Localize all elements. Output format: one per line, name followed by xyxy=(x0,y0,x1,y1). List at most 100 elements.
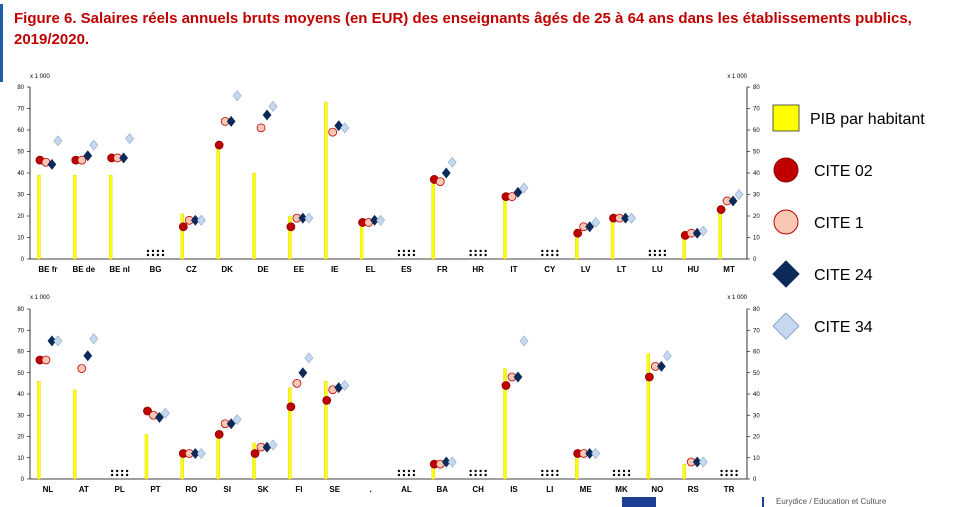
gdp-bar xyxy=(359,222,364,260)
cite02-point xyxy=(644,372,654,382)
category-label: BE fr xyxy=(38,265,57,274)
not-available-marker xyxy=(402,253,406,257)
not-available-marker xyxy=(151,249,155,253)
category-label: LI xyxy=(546,485,553,494)
cite02-point xyxy=(286,222,296,232)
cite1-point xyxy=(507,192,517,202)
chart-legend: PIB par habitant CITE 02 CITE 1 CITE 24 CITE… xyxy=(772,104,925,340)
not-available-marker xyxy=(146,253,150,257)
y-tick-label: 0 xyxy=(753,477,757,483)
gdp-bar xyxy=(718,207,722,260)
chart-panel-2: x 1 000 x 1 000 0 0 10 10 20 20 30 30 40 40 50 50 60 60… xyxy=(17,295,760,494)
category-label: MT xyxy=(723,265,735,274)
not-available-marker xyxy=(412,253,416,257)
not-available-marker xyxy=(663,249,667,253)
gdp-bar xyxy=(324,101,328,260)
not-available-marker xyxy=(484,473,487,477)
not-available-marker xyxy=(397,469,401,473)
gdp-bar xyxy=(575,228,579,260)
y-tick-label: 40 xyxy=(753,392,760,398)
cite34-point xyxy=(698,456,708,468)
cite02-point xyxy=(214,429,224,439)
category-label: CZ xyxy=(186,265,197,274)
not-available-marker xyxy=(546,473,549,477)
not-available-marker xyxy=(627,469,631,473)
cite24-point xyxy=(692,456,702,468)
not-available-marker xyxy=(110,473,114,477)
cite34-point xyxy=(698,225,708,237)
eu-flag-logo xyxy=(622,497,656,507)
gdp-bar xyxy=(73,174,77,260)
not-available-marker xyxy=(541,249,544,253)
gdp-bar xyxy=(180,213,184,260)
not-available-marker xyxy=(474,253,477,257)
not-available-marker xyxy=(556,253,559,257)
legend-cite-02-swatch xyxy=(773,157,799,183)
gdp-bar xyxy=(288,215,292,260)
y-tick-label: 70 xyxy=(17,107,24,113)
not-available-marker xyxy=(161,253,165,257)
legend-cite-24-label: CITE 24 xyxy=(814,267,873,284)
not-available-marker xyxy=(156,253,160,257)
cite34-point xyxy=(268,439,278,451)
not-available-marker xyxy=(484,469,487,473)
cite34-point xyxy=(734,189,744,200)
not-available-marker xyxy=(484,253,487,257)
cite24-point xyxy=(585,221,595,233)
not-available-marker xyxy=(479,469,482,473)
not-available-marker xyxy=(402,249,406,253)
cite02-point xyxy=(286,402,296,412)
category-label: EL xyxy=(365,265,375,274)
cite34-point xyxy=(519,335,529,347)
category-label: MK xyxy=(615,485,628,494)
not-available-marker xyxy=(653,249,657,253)
cite34-point xyxy=(53,335,63,347)
cite24-point xyxy=(513,186,523,198)
y-tick-label: 10 xyxy=(17,236,24,242)
category-label: RS xyxy=(688,485,700,494)
y-tick-label: 50 xyxy=(753,371,760,377)
footer-text: Eurydice / Education et Culture xyxy=(776,497,887,506)
category-label: BG xyxy=(149,265,161,274)
cite34-point xyxy=(232,90,242,102)
gdp-bar xyxy=(216,432,220,480)
legend-cite-02-label: CITE 02 xyxy=(814,163,873,180)
y-tick-label: 80 xyxy=(753,85,760,91)
category-label: NO xyxy=(651,485,663,494)
not-available-marker xyxy=(546,469,549,473)
unit-label-left: x 1 000 xyxy=(30,295,50,301)
unit-label-left: x 1 000 xyxy=(30,74,50,80)
not-available-marker xyxy=(730,469,733,473)
not-available-marker xyxy=(125,473,129,477)
gdp-bar xyxy=(108,174,113,260)
cite1-point xyxy=(77,364,87,373)
not-available-marker xyxy=(474,469,477,473)
legend-cite-1-swatch xyxy=(773,209,799,235)
y-tick-label: 20 xyxy=(17,214,24,220)
cite1-point xyxy=(41,355,51,365)
not-available-marker xyxy=(541,469,544,473)
category-label: LT xyxy=(617,265,626,274)
category-label: SK xyxy=(257,485,268,494)
category-label: TR xyxy=(724,485,735,494)
gdp-bar xyxy=(682,463,686,480)
not-available-marker xyxy=(735,469,738,473)
category-label: CH xyxy=(472,485,484,494)
gdp-bar xyxy=(252,172,256,260)
category-label: NL xyxy=(43,485,54,494)
y-tick-label: 20 xyxy=(17,435,24,441)
cite24-point xyxy=(441,167,451,179)
cite1-point xyxy=(77,155,87,165)
category-label: BE nl xyxy=(109,265,129,274)
cite24-point xyxy=(656,360,666,372)
not-available-marker xyxy=(663,253,667,257)
not-available-marker xyxy=(125,469,129,473)
gdp-bar xyxy=(252,442,256,480)
cite34-point xyxy=(519,182,529,194)
category-label: AT xyxy=(79,485,89,494)
legend-pib-par-habitant-label: PIB par habitant xyxy=(810,111,925,128)
y-tick-label: 10 xyxy=(753,456,760,462)
cite34-point xyxy=(304,212,314,224)
not-available-marker xyxy=(551,249,554,253)
